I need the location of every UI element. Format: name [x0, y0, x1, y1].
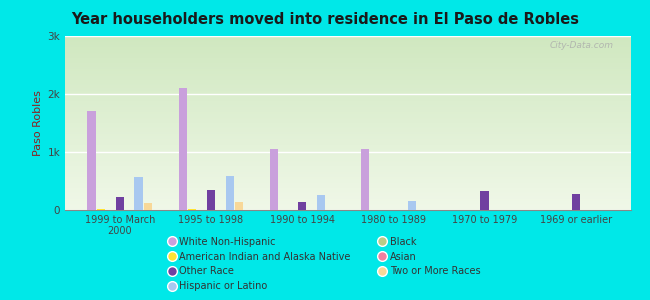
Bar — [298, 202, 306, 210]
Bar — [361, 149, 369, 210]
Y-axis label: Paso Robles: Paso Robles — [33, 90, 43, 156]
Bar — [116, 197, 124, 210]
Bar — [97, 209, 105, 210]
Bar — [207, 190, 215, 210]
Bar — [270, 149, 278, 210]
Bar — [88, 111, 96, 210]
Bar — [226, 176, 234, 210]
Bar — [144, 203, 152, 210]
Bar — [408, 201, 416, 210]
Bar — [317, 195, 325, 210]
Bar — [188, 209, 196, 210]
Bar — [235, 202, 243, 210]
Legend: White Non-Hispanic, American Indian and Alaska Native, Other Race, Hispanic or L: White Non-Hispanic, American Indian and … — [166, 233, 484, 295]
Bar — [179, 88, 187, 210]
Bar — [135, 177, 142, 210]
Text: Year householders moved into residence in El Paso de Robles: Year householders moved into residence i… — [71, 12, 579, 27]
Bar — [571, 194, 580, 210]
Text: City-Data.com: City-Data.com — [549, 41, 614, 50]
Bar — [480, 191, 489, 210]
